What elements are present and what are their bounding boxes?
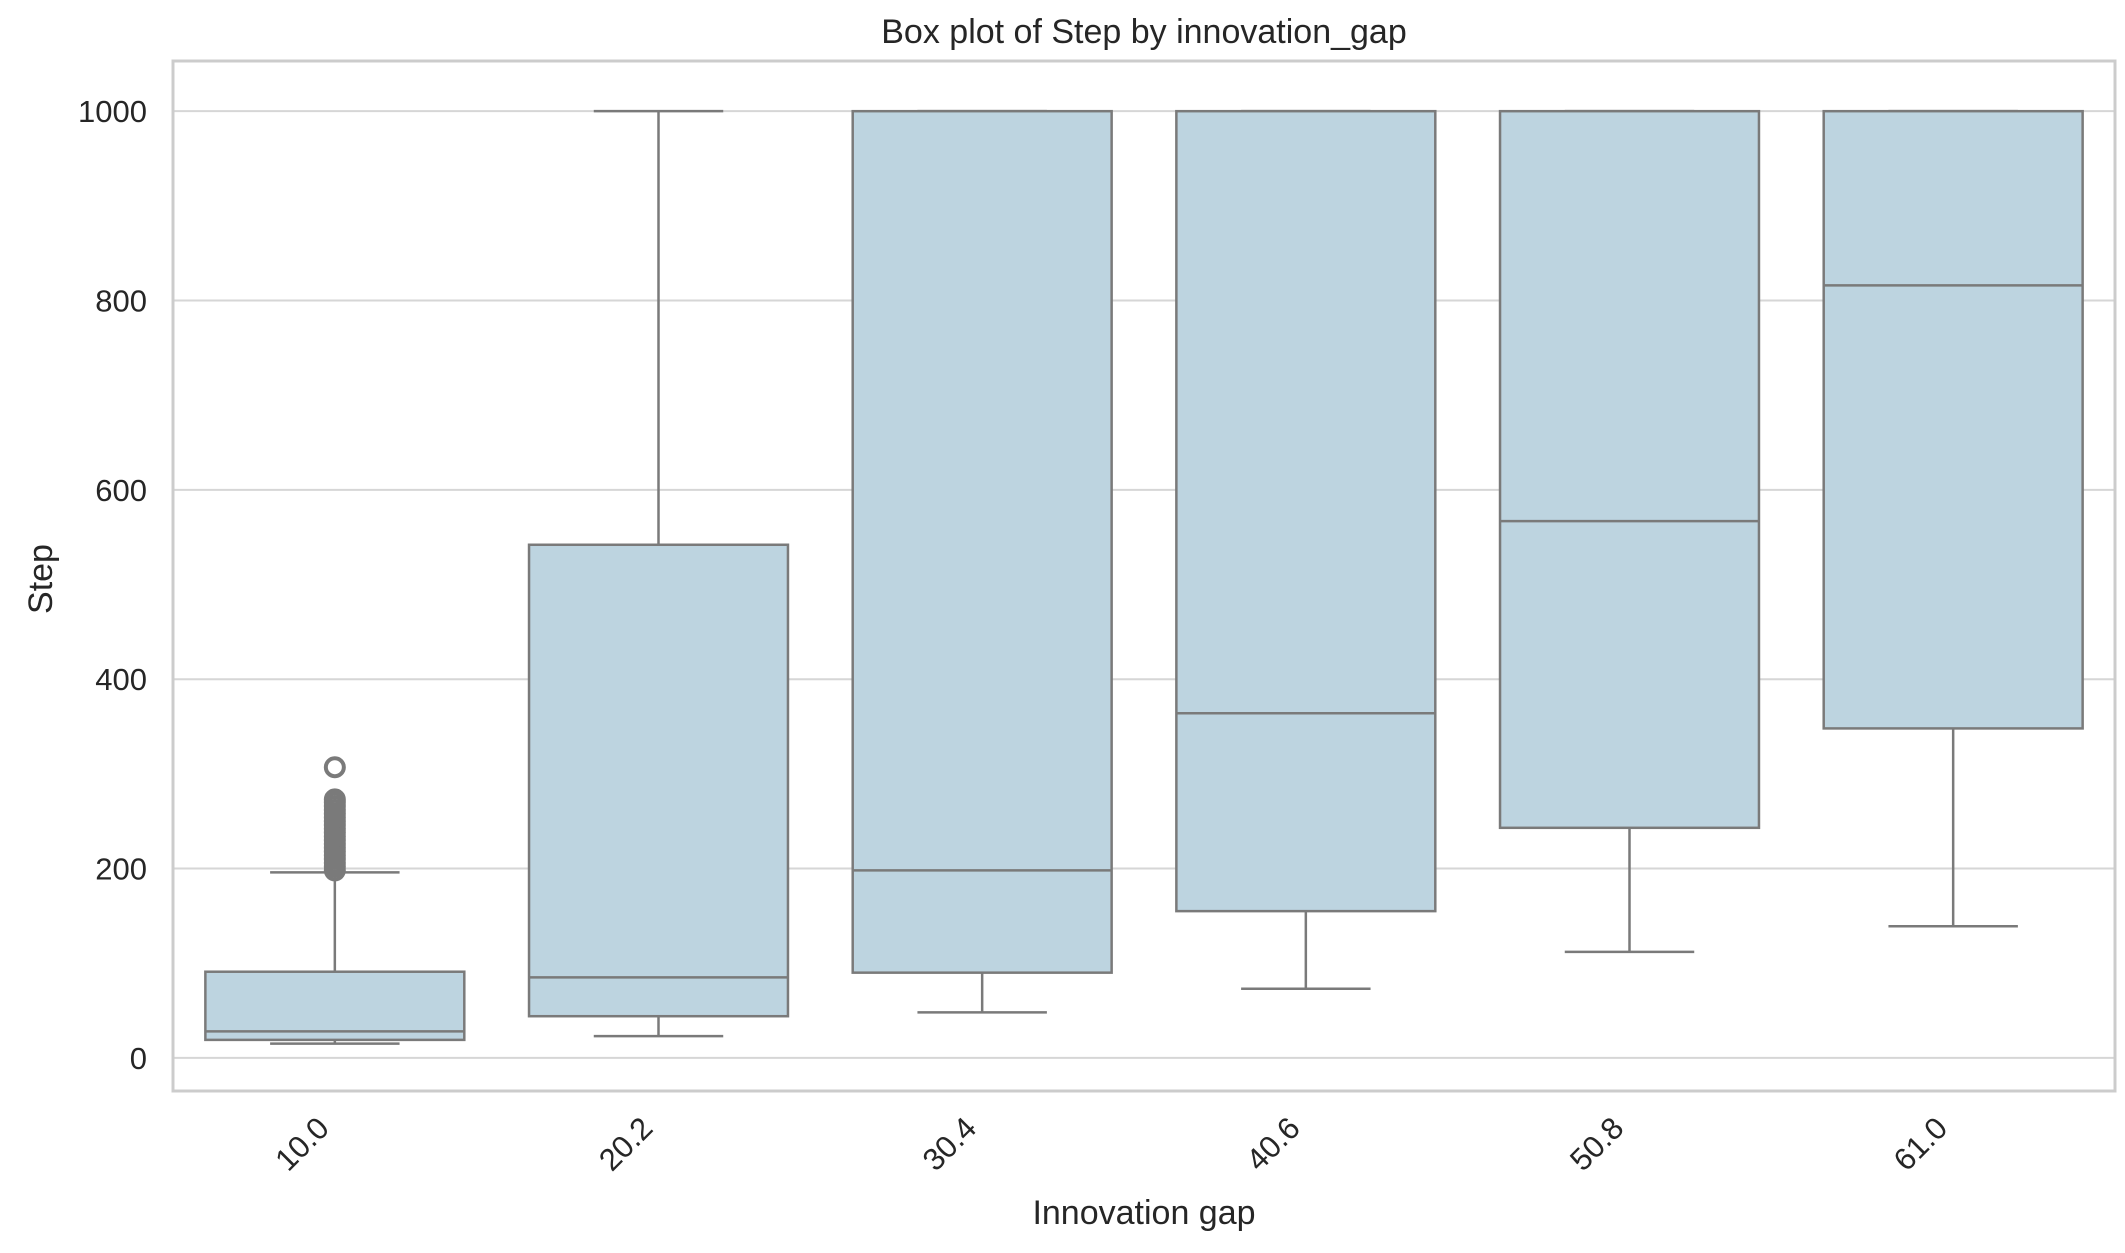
x-tick-label: 30.4 — [916, 1110, 983, 1177]
box-iqr — [1175, 109, 1437, 913]
box-group-40.6 — [1175, 109, 1437, 991]
y-tick-label: 200 — [95, 852, 147, 887]
box-iqr — [1498, 109, 1761, 830]
y-axis-label: Step — [22, 544, 60, 614]
box-group-50.8 — [1498, 109, 1761, 954]
box-group-30.4 — [851, 109, 1113, 1014]
y-tick-label: 0 — [130, 1041, 147, 1076]
x-tick-label: 50.8 — [1563, 1110, 1630, 1177]
outlier-point — [323, 756, 346, 779]
box-iqr — [851, 109, 1113, 974]
box-group-10.0 — [204, 756, 466, 1045]
box-iqr — [1822, 109, 2084, 730]
box-group-61.0 — [1822, 109, 2084, 928]
x-axis-label: Innovation gap — [1032, 1194, 1255, 1232]
y-tick-labels: 0 200 400 600 800 1000 — [78, 94, 147, 1076]
x-tick-labels: 10.0 20.2 30.4 40.6 50.8 61.0 — [268, 1110, 1954, 1177]
box-iqr — [527, 543, 790, 1018]
outlier-point — [323, 788, 346, 811]
y-tick-label: 600 — [95, 473, 147, 508]
x-tick-label: 61.0 — [1887, 1110, 1954, 1177]
y-tick-label: 400 — [95, 662, 147, 697]
boxes-layer — [204, 109, 2084, 1045]
box-group-20.2 — [527, 109, 790, 1038]
box-iqr — [204, 970, 466, 1042]
plot-frame — [171, 59, 2117, 1093]
x-tick-label: 20.2 — [592, 1110, 659, 1177]
x-tick-label: 40.6 — [1239, 1110, 1306, 1177]
chart-title: Box plot of Step by innovation_gap — [881, 13, 1407, 51]
y-tick-label: 800 — [95, 284, 147, 319]
grid-lines — [173, 110, 2115, 1059]
x-tick-label: 10.0 — [268, 1110, 335, 1177]
y-tick-label: 1000 — [78, 94, 147, 129]
